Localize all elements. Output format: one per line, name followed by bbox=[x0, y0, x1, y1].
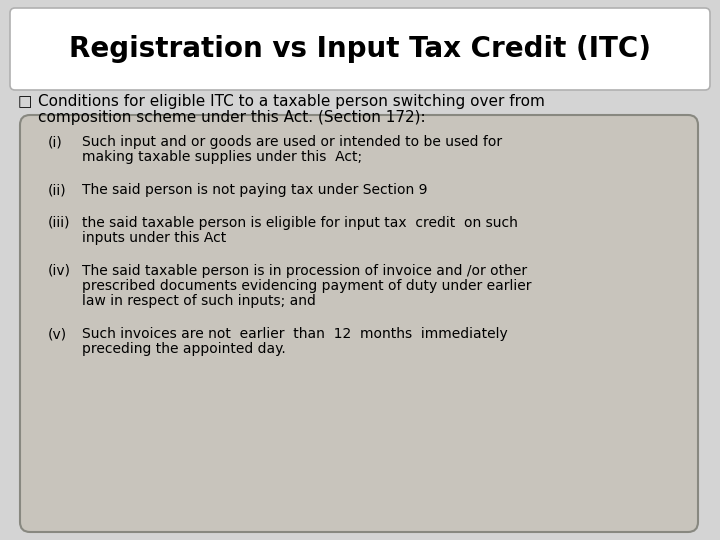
Text: □: □ bbox=[18, 94, 32, 109]
Text: the said taxable person is eligible for input tax  credit  on such: the said taxable person is eligible for … bbox=[82, 216, 518, 230]
Text: (iii): (iii) bbox=[48, 216, 71, 230]
Text: (iv): (iv) bbox=[48, 264, 71, 278]
Text: composition scheme under this Act. (Section 172):: composition scheme under this Act. (Sect… bbox=[38, 110, 426, 125]
Text: Conditions for eligible ITC to a taxable person switching over from: Conditions for eligible ITC to a taxable… bbox=[38, 94, 545, 109]
Text: Such invoices are not  earlier  than  12  months  immediately: Such invoices are not earlier than 12 mo… bbox=[82, 327, 508, 341]
Text: The said person is not paying tax under Section 9: The said person is not paying tax under … bbox=[82, 183, 428, 197]
Text: prescribed documents evidencing payment of duty under earlier: prescribed documents evidencing payment … bbox=[82, 279, 531, 293]
Text: law in respect of such inputs; and: law in respect of such inputs; and bbox=[82, 294, 316, 308]
Text: inputs under this Act: inputs under this Act bbox=[82, 231, 226, 245]
FancyBboxPatch shape bbox=[10, 8, 710, 90]
Text: (ii): (ii) bbox=[48, 183, 67, 197]
FancyBboxPatch shape bbox=[20, 115, 698, 532]
Text: (v): (v) bbox=[48, 327, 67, 341]
Text: preceding the appointed day.: preceding the appointed day. bbox=[82, 342, 286, 356]
Text: The said taxable person is in procession of invoice and /or other: The said taxable person is in procession… bbox=[82, 264, 527, 278]
Text: Such input and or goods are used or intended to be used for: Such input and or goods are used or inte… bbox=[82, 135, 502, 149]
Text: making taxable supplies under this  Act;: making taxable supplies under this Act; bbox=[82, 150, 362, 164]
Text: Registration vs Input Tax Credit (ITC): Registration vs Input Tax Credit (ITC) bbox=[69, 35, 651, 63]
Text: (i): (i) bbox=[48, 135, 63, 149]
